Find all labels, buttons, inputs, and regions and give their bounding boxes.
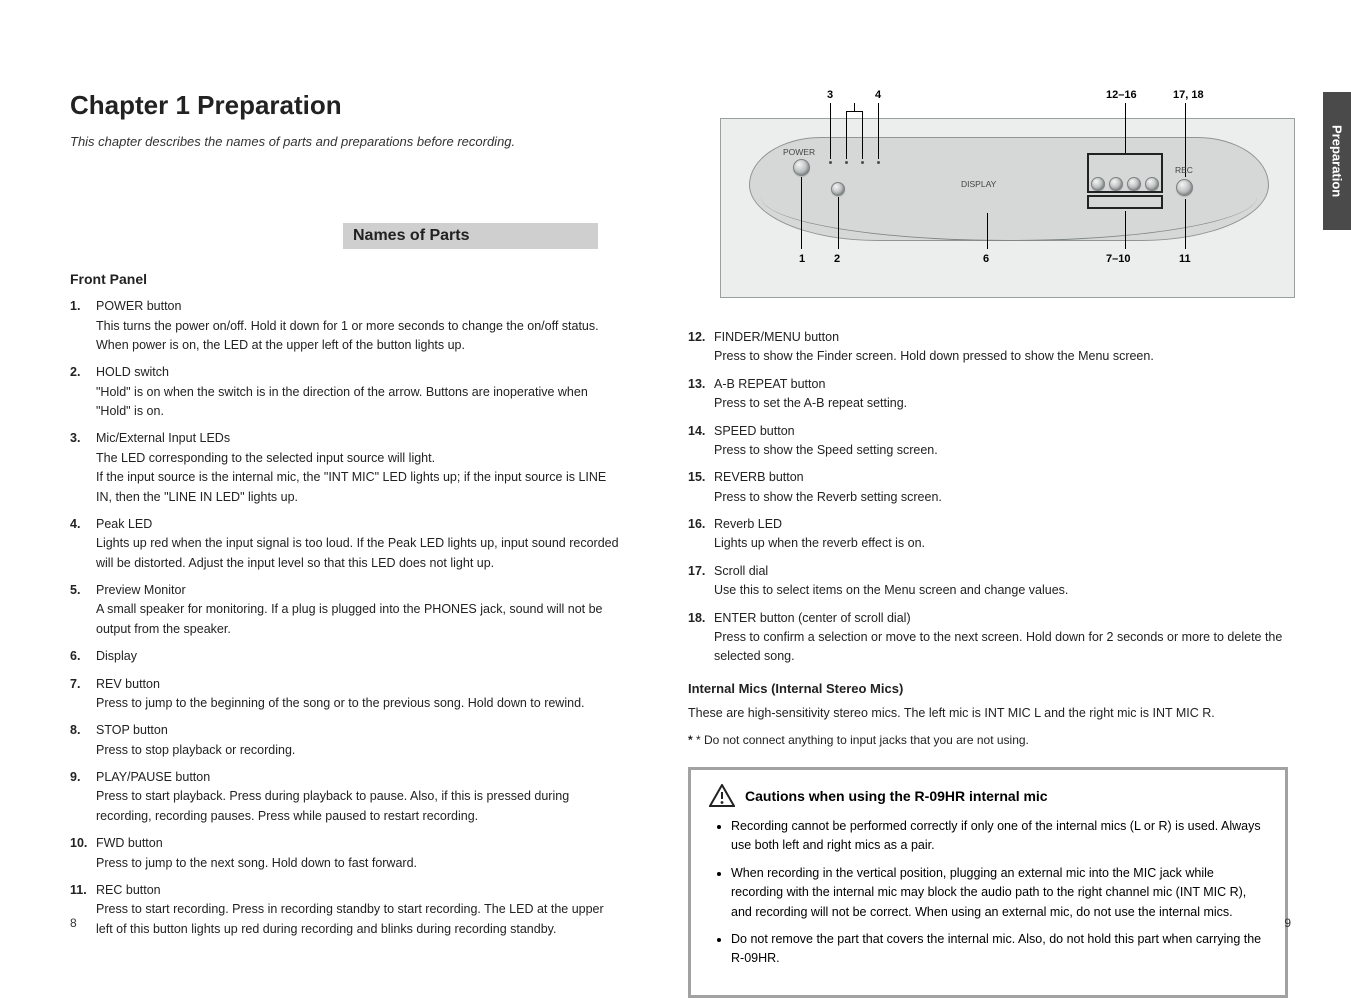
- callout-line: [1125, 211, 1126, 249]
- warning-list: Recording cannot be performed correctly …: [709, 817, 1267, 969]
- callout-line: [862, 111, 863, 159]
- chapter-title: Chapter 1 Preparation: [70, 90, 620, 121]
- item-5: 5.Preview MonitorA small speaker for mon…: [70, 581, 620, 639]
- callout-num-11: 11: [1179, 253, 1191, 265]
- page-number-left: 8: [70, 916, 77, 930]
- item-18: 18.ENTER button (center of scroll dial)P…: [688, 609, 1288, 667]
- hold-switch-icon: [831, 182, 845, 196]
- section-head-names: Names of Parts: [343, 223, 598, 249]
- item-10: 10.FWD buttonPress to jump to the next s…: [70, 834, 620, 873]
- item-9: 9.PLAY/PAUSE buttonPress to start playba…: [70, 768, 620, 826]
- led-dot: [877, 161, 880, 164]
- warn-bullet-3: Do not remove the part that covers the i…: [731, 930, 1267, 969]
- callout-line: [846, 111, 847, 159]
- callout-line: [987, 213, 988, 249]
- led-dot: [829, 161, 832, 164]
- warning-title: Cautions when using the R-09HR internal …: [745, 788, 1048, 804]
- callout-line: [846, 111, 863, 112]
- label-rec: REC: [1175, 165, 1193, 175]
- callout-line: [854, 103, 855, 111]
- warning-box: Cautions when using the R-09HR internal …: [688, 767, 1288, 998]
- item-6: 6.Display: [70, 647, 620, 666]
- item-17: 17.Scroll dialUse this to select items o…: [688, 562, 1288, 601]
- callout-line: [1185, 199, 1186, 249]
- item-8: 8.STOP buttonPress to stop playback or r…: [70, 721, 620, 760]
- callout-num-7-10: 7–10: [1106, 253, 1130, 265]
- callout-num-3: 3: [827, 89, 833, 101]
- selection-box-bottom: [1087, 195, 1163, 209]
- item-14: 14.SPEED buttonPress to show the Speed s…: [688, 422, 1288, 461]
- left-column: Chapter 1 Preparation This chapter descr…: [70, 90, 620, 947]
- side-tab: Preparation: [1323, 92, 1351, 230]
- warn-bullet-1: Recording cannot be performed correctly …: [731, 817, 1267, 856]
- callout-line: [1125, 103, 1126, 153]
- callout-line: [838, 197, 839, 249]
- item-12: 12.FINDER/MENU buttonPress to show the F…: [688, 328, 1288, 367]
- callout-line: [830, 103, 831, 159]
- callout-num-1: 1: [799, 253, 805, 265]
- right-column: 12.FINDER/MENU buttonPress to show the F…: [688, 328, 1288, 998]
- selection-box-top: [1087, 153, 1163, 193]
- callout-num-12-16: 12–16: [1106, 89, 1137, 101]
- power-button-icon: [793, 159, 810, 176]
- btn-11-icon: [1176, 179, 1193, 196]
- label-power: POWER: [783, 147, 815, 157]
- item-1: 1.POWER buttonThis turns the power on/of…: [70, 297, 620, 355]
- callout-num-4: 4: [875, 89, 881, 101]
- note-unused-jacks: * * Do not connect anything to input jac…: [688, 733, 1288, 747]
- callout-line: [801, 177, 802, 249]
- warning-icon: [709, 784, 735, 807]
- led-dot: [845, 161, 848, 164]
- item-15: 15.REVERB buttonPress to show the Reverb…: [688, 468, 1288, 507]
- item-16: 16.Reverb LEDLights up when the reverb e…: [688, 515, 1288, 554]
- chapter-tagline: This chapter describes the names of part…: [70, 133, 620, 151]
- callout-num-17-18: 17, 18: [1173, 89, 1204, 101]
- callout-num-6: 6: [983, 253, 989, 265]
- led-dot: [861, 161, 864, 164]
- item-4: 4.Peak LEDLights up red when the input s…: [70, 515, 620, 573]
- subhead-internal-mics: Internal Mics (Internal Stereo Mics): [688, 681, 1288, 696]
- item-11: 11.REC buttonPress to start recording. P…: [70, 881, 620, 939]
- subhead-front-panel: Front Panel: [70, 271, 620, 287]
- label-display: DISPLAY: [961, 179, 996, 189]
- callout-line: [878, 103, 879, 159]
- warn-bullet-2: When recording in the vertical position,…: [731, 864, 1267, 922]
- item-3: 3.Mic/External Input LEDsThe LED corresp…: [70, 429, 620, 507]
- internal-mics-body: These are high-sensitivity stereo mics. …: [688, 704, 1288, 723]
- front-panel-list: 1.POWER buttonThis turns the power on/of…: [70, 297, 620, 939]
- device-diagram: 1 2 6 7–10 11 3 4 12–16 17, 18 POWER DIS…: [720, 118, 1295, 298]
- item-2: 2.HOLD switch"Hold" is on when the switc…: [70, 363, 620, 421]
- front-panel-list-cont: 12.FINDER/MENU buttonPress to show the F…: [688, 328, 1288, 667]
- page-number-right: 9: [1284, 916, 1291, 930]
- callout-num-2: 2: [834, 253, 840, 265]
- item-7: 7.REV buttonPress to jump to the beginni…: [70, 675, 620, 714]
- item-13: 13.A-B REPEAT buttonPress to set the A-B…: [688, 375, 1288, 414]
